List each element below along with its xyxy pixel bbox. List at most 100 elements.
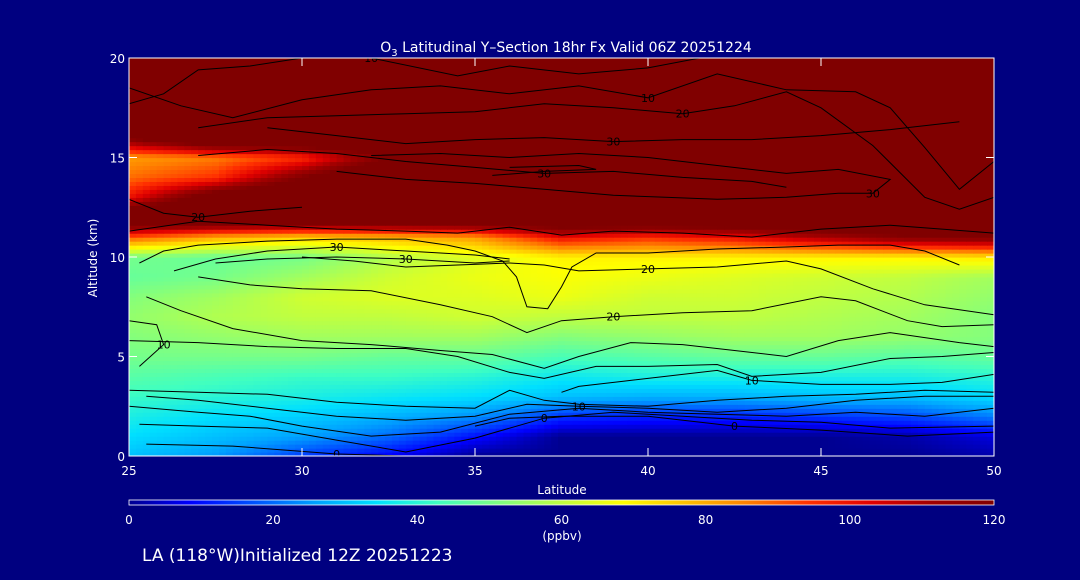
heatmap-cell	[295, 420, 303, 425]
heatmap-cell	[398, 416, 407, 421]
heatmap-cell	[260, 452, 268, 456]
heatmap-cell	[530, 384, 538, 389]
heatmap-cell	[225, 328, 234, 334]
heatmap-cell	[910, 448, 919, 453]
heatmap-cell	[599, 452, 608, 456]
heatmap-cell	[205, 316, 213, 322]
heatmap-cell	[447, 320, 455, 326]
heatmap-cell	[772, 300, 781, 306]
heatmap-cell	[696, 364, 704, 370]
heatmap-cell	[156, 404, 165, 409]
heatmap-cell	[184, 416, 192, 421]
heatmap-cell	[793, 352, 801, 358]
heatmap-cell	[405, 384, 414, 389]
heatmap-cell	[357, 324, 365, 330]
heatmap-cell	[239, 300, 248, 306]
heatmap-cell	[419, 336, 428, 342]
heatmap-cell	[696, 376, 704, 381]
heatmap-cell	[869, 420, 877, 425]
heatmap-cell	[855, 352, 864, 358]
heatmap-cell	[302, 408, 310, 413]
heatmap-cell	[862, 336, 871, 342]
heatmap-cell	[980, 300, 988, 306]
heatmap-cell	[758, 300, 767, 306]
heatmap-cell	[952, 436, 960, 441]
heatmap-cell	[814, 376, 822, 381]
heatmap-cell	[315, 436, 324, 441]
heatmap-cell	[246, 320, 255, 326]
heatmap-cell	[710, 452, 718, 456]
heatmap-cell	[129, 336, 137, 342]
heatmap-cell	[841, 372, 850, 377]
heatmap-cell	[447, 416, 455, 421]
heatmap-cell	[751, 404, 760, 409]
heatmap-cell	[530, 452, 538, 456]
heatmap-cell	[516, 384, 525, 389]
heatmap-cell	[724, 428, 732, 433]
heatmap-cell	[613, 440, 621, 445]
heatmap-cell	[883, 364, 891, 370]
heatmap-cell	[267, 376, 275, 381]
heatmap-cell	[412, 296, 421, 302]
heatmap-cell	[225, 360, 234, 366]
heatmap-cell	[841, 344, 850, 350]
heatmap-cell	[793, 296, 801, 302]
heatmap-cell	[523, 404, 531, 409]
heatmap-cell	[329, 444, 338, 449]
heatmap-cell	[391, 420, 400, 425]
heatmap-cell	[163, 396, 172, 401]
heatmap-cell	[184, 344, 192, 350]
heatmap-cell	[620, 436, 628, 441]
heatmap-cell	[703, 424, 711, 429]
heatmap-cell	[737, 300, 746, 306]
heatmap-cell	[883, 376, 891, 381]
heatmap-cell	[170, 340, 179, 346]
heatmap-cell	[620, 404, 628, 409]
heatmap-cell	[703, 356, 711, 362]
heatmap-cell	[786, 304, 794, 310]
heatmap-cell	[834, 444, 843, 449]
heatmap-cell	[661, 360, 670, 366]
heatmap-cell	[724, 356, 732, 362]
heatmap-cell	[883, 368, 891, 374]
heatmap-cell	[924, 400, 933, 405]
heatmap-cell	[447, 368, 455, 374]
heatmap-cell	[689, 428, 698, 433]
heatmap-cell	[509, 388, 518, 393]
heatmap-cell	[544, 448, 552, 453]
heatmap-cell	[315, 308, 324, 314]
heatmap-cell	[475, 312, 483, 318]
heatmap-cell	[869, 320, 877, 326]
heatmap-cell	[163, 352, 172, 358]
heatmap-cell	[904, 444, 912, 449]
heatmap-cell	[350, 372, 358, 377]
heatmap-cell	[924, 404, 933, 409]
heatmap-cell	[308, 360, 317, 366]
heatmap-cell	[530, 376, 538, 381]
heatmap-cell	[897, 320, 905, 326]
heatmap-cell	[924, 348, 933, 354]
heatmap-cell	[827, 296, 836, 302]
heatmap-cell	[620, 396, 628, 401]
heatmap-cell	[302, 304, 310, 310]
heatmap-cell	[751, 356, 760, 362]
heatmap-cell	[827, 388, 836, 393]
heatmap-cell	[398, 440, 407, 445]
heatmap-cell	[274, 384, 282, 389]
heatmap-cell	[689, 396, 698, 401]
heatmap-cell	[253, 424, 262, 429]
heatmap-cell	[302, 420, 310, 425]
heatmap-cell	[876, 352, 884, 358]
heatmap-cell	[405, 312, 414, 318]
heatmap-cell	[260, 448, 268, 453]
heatmap-cell	[205, 384, 213, 389]
heatmap-cell	[267, 388, 275, 393]
heatmap-cell	[288, 380, 296, 385]
heatmap-cell	[461, 368, 469, 374]
heatmap-cell	[654, 340, 663, 346]
heatmap-cell	[682, 324, 691, 330]
heatmap-cell	[987, 420, 994, 425]
heatmap-cell	[239, 452, 248, 456]
heatmap-cell	[585, 432, 594, 437]
heatmap-cell	[821, 400, 829, 405]
